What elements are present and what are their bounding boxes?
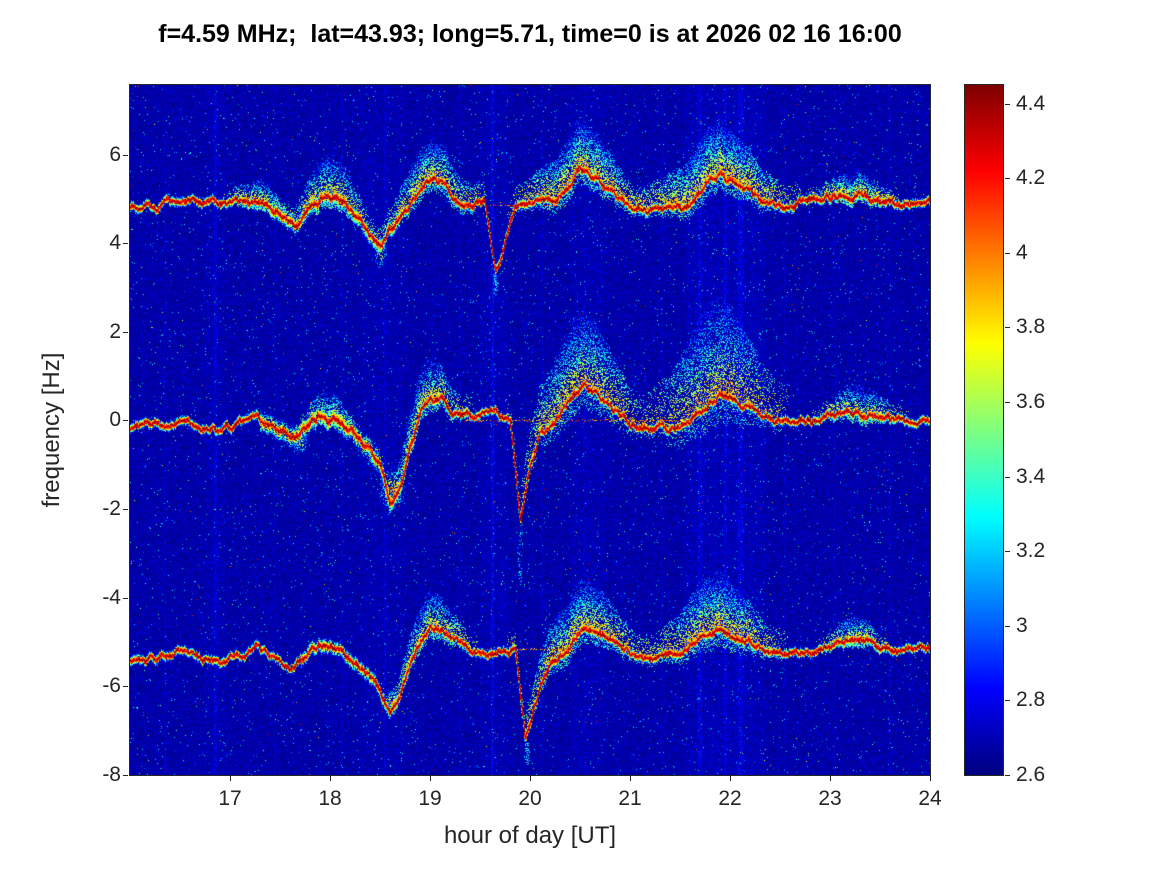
chart-title: f=4.59 MHz; lat=43.93; long=5.71, time=0… — [158, 20, 902, 48]
x-tick-mark — [530, 776, 531, 781]
x-tick-mark — [930, 776, 931, 781]
colorbar-tick-mark — [1005, 551, 1010, 553]
x-axis-label: hour of day [UT] — [443, 822, 617, 849]
colorbar-tick-mark — [1005, 775, 1010, 776]
y-tick-mark — [123, 775, 128, 776]
x-tick-label: 24 — [918, 787, 942, 810]
x-tick-mark — [730, 776, 731, 781]
colorbar-tick-label: 2.6 — [1016, 763, 1046, 786]
x-tick-label: 19 — [418, 787, 442, 810]
y-tick-label: -6 — [102, 674, 121, 698]
x-tick-label: 17 — [218, 787, 242, 810]
y-tick-label: -2 — [102, 497, 121, 521]
y-tick-mark — [123, 154, 128, 156]
heatmap-canvas — [130, 85, 930, 775]
plot-frame — [129, 84, 931, 776]
x-tick-mark — [230, 776, 231, 781]
y-tick-mark — [123, 331, 128, 333]
x-tick-label: 20 — [518, 787, 542, 810]
y-tick-mark — [123, 420, 128, 422]
colorbar-tick-mark — [1005, 327, 1010, 329]
y-tick-mark — [123, 243, 128, 245]
colorbar-tick-label: 3.2 — [1016, 539, 1046, 563]
colorbar-tick-label: 4 — [1016, 240, 1028, 264]
y-tick-label: -8 — [102, 763, 121, 786]
colorbar-tick-label: 3 — [1016, 613, 1028, 637]
x-tick-mark — [330, 776, 331, 781]
y-tick-label: -4 — [102, 585, 121, 609]
colorbar-canvas — [965, 85, 1003, 775]
y-tick-mark — [123, 686, 128, 688]
y-tick-mark — [123, 597, 128, 599]
colorbar-tick-label: 3.4 — [1016, 464, 1046, 488]
colorbar-tick-mark — [1005, 700, 1010, 702]
colorbar-tick-mark — [1005, 625, 1010, 627]
colorbar-tick-label: 3.6 — [1016, 390, 1046, 414]
colorbar-tick-label: 2.8 — [1016, 688, 1046, 712]
x-tick-mark — [430, 776, 431, 781]
colorbar-tick-label: 4.4 — [1016, 91, 1046, 115]
y-tick-label: 4 — [109, 231, 121, 255]
x-tick-label: 21 — [618, 787, 642, 810]
colorbar-tick-label: 4.2 — [1016, 166, 1046, 190]
colorbar-tick-label: 3.8 — [1016, 315, 1046, 339]
y-tick-label: 2 — [109, 319, 121, 343]
y-tick-mark — [123, 509, 128, 511]
y-tick-label: 0 — [109, 408, 121, 432]
x-tick-mark — [630, 776, 631, 781]
colorbar-tick-mark — [1005, 402, 1010, 404]
colorbar-tick-mark — [1005, 178, 1010, 180]
x-tick-label: 18 — [318, 787, 342, 810]
x-tick-label: 23 — [818, 787, 842, 810]
colorbar-tick-mark — [1005, 476, 1010, 478]
colorbar-tick-mark — [1005, 103, 1010, 105]
colorbar-tick-mark — [1005, 252, 1010, 254]
y-tick-label: 6 — [109, 142, 121, 166]
colorbar-frame — [964, 84, 1004, 776]
x-tick-label: 22 — [718, 787, 742, 810]
x-tick-mark — [830, 776, 831, 781]
